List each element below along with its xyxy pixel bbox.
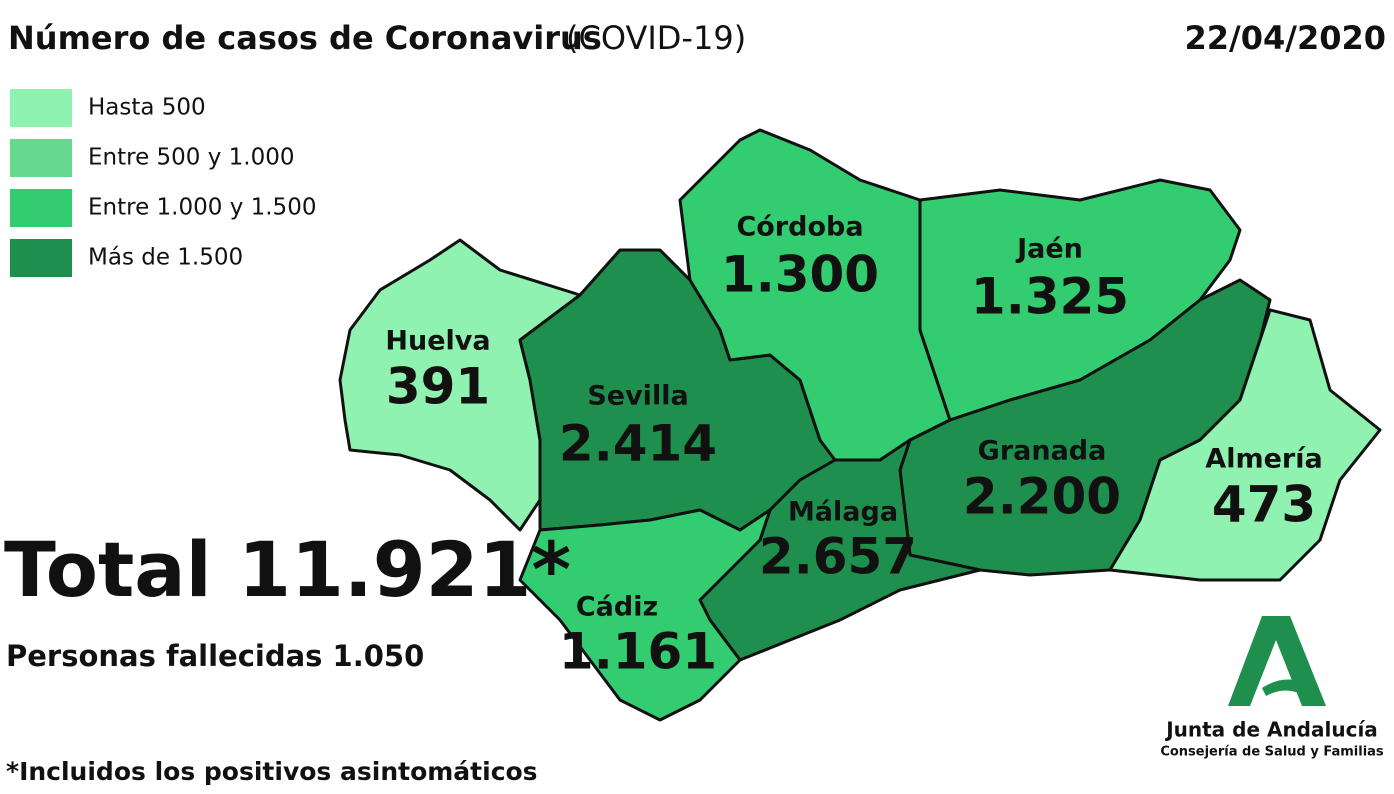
- province-cases: 2.200: [963, 468, 1121, 526]
- province-cases: 1.325: [971, 268, 1129, 326]
- deaths: Personas fallecidas 1.050: [6, 639, 424, 673]
- legend: Hasta 500 Entre 500 y 1.000 Entre 1.000 …: [10, 89, 316, 277]
- legend-swatch: [10, 89, 72, 127]
- footnote: *Incluidos los positivos asintomáticos: [6, 757, 538, 786]
- province-cadiz: [518, 508, 772, 722]
- legend-swatch: [10, 189, 72, 227]
- province-name: Córdoba: [736, 212, 863, 243]
- province-labels: Huelva 391 Sevilla 2.414 Córdoba 1.300 J…: [385, 212, 1322, 681]
- logo-mark: [1262, 679, 1314, 698]
- total: Total 11.921*: [4, 525, 571, 614]
- province-cases: 2.414: [559, 415, 717, 473]
- legend-swatch: [10, 239, 72, 277]
- province-name: Huelva: [385, 326, 490, 357]
- legend-label: Hasta 500: [88, 95, 206, 121]
- legend-label: Entre 500 y 1.000: [88, 145, 295, 171]
- province-name: Málaga: [788, 497, 898, 528]
- legend-swatch: [10, 139, 72, 177]
- logo-department: Consejería de Salud y Familias: [1160, 745, 1384, 760]
- map: [338, 128, 1382, 722]
- logo-name: Junta de Andalucía: [1164, 718, 1378, 742]
- date: 22/04/2020: [1185, 19, 1387, 57]
- logo: Junta de Andalucía Consejería de Salud y…: [1160, 616, 1384, 760]
- province-name: Sevilla: [587, 381, 688, 412]
- province-cases: 2.657: [759, 528, 917, 586]
- province-cases: 473: [1212, 476, 1316, 534]
- province-name: Almería: [1205, 444, 1322, 475]
- province-name: Granada: [978, 436, 1107, 467]
- province-cases: 1.300: [721, 246, 879, 304]
- title: Número de casos de Coronavirus: [8, 19, 602, 57]
- province-name: Cádiz: [576, 592, 658, 623]
- province-almeria: [1108, 308, 1382, 582]
- province-cases: 391: [386, 358, 490, 416]
- subtitle: (COVID-19): [566, 19, 746, 57]
- province-name: Jaén: [1015, 234, 1083, 265]
- legend-label: Entre 1.000 y 1.500: [88, 195, 316, 221]
- legend-label: Más de 1.500: [88, 245, 243, 271]
- province-cases: 1.161: [559, 623, 717, 681]
